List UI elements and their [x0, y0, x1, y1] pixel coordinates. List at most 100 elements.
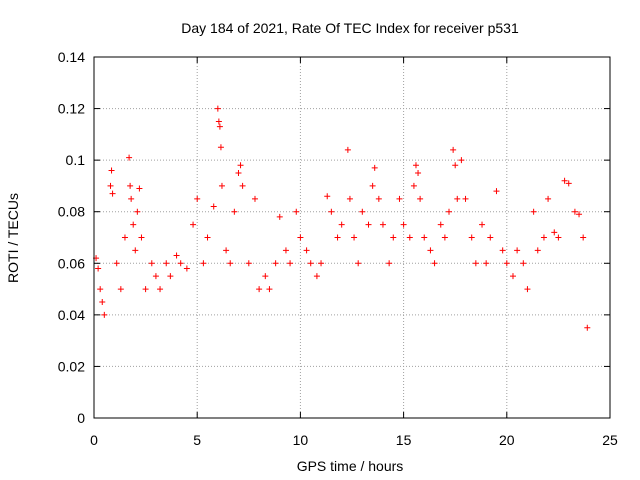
data-point: [454, 195, 461, 202]
data-point: [216, 123, 223, 130]
data-point: [493, 188, 500, 195]
data-point: [101, 311, 108, 318]
data-point: [262, 273, 269, 280]
data-point: [167, 273, 174, 280]
data-point: [97, 286, 104, 293]
data-point: [472, 260, 479, 267]
data-points: [93, 105, 591, 331]
data-point: [324, 193, 331, 200]
y-tick-label: 0.04: [58, 307, 85, 323]
data-point: [415, 170, 422, 177]
y-tick-label: 0.14: [58, 49, 85, 65]
data-point: [107, 182, 114, 189]
data-point: [365, 221, 372, 228]
data-point: [194, 195, 201, 202]
data-point: [152, 273, 159, 280]
data-point: [121, 234, 128, 241]
data-point: [328, 208, 335, 215]
data-point: [421, 234, 428, 241]
data-point: [509, 273, 516, 280]
y-tick-label: 0: [77, 410, 85, 426]
data-point: [108, 167, 115, 174]
data-point: [307, 260, 314, 267]
plot-frame: [93, 56, 611, 419]
data-point: [584, 324, 591, 331]
data-point: [235, 170, 242, 177]
data-point: [524, 286, 531, 293]
data-point: [126, 154, 133, 161]
data-point: [287, 260, 294, 267]
x-tick-label: 0: [90, 432, 98, 448]
y-tick-label: 0.08: [58, 204, 85, 220]
data-point: [406, 234, 413, 241]
data-point: [452, 162, 459, 169]
data-point: [239, 182, 246, 189]
data-point: [132, 247, 139, 254]
data-point: [503, 260, 510, 267]
data-point: [534, 247, 541, 254]
data-point: [427, 247, 434, 254]
data-point: [369, 182, 376, 189]
data-point: [215, 118, 222, 125]
data-point: [251, 195, 258, 202]
data-point: [157, 286, 164, 293]
data-point: [334, 234, 341, 241]
data-point: [237, 162, 244, 169]
data-point: [99, 298, 106, 305]
data-point: [499, 247, 506, 254]
data-point: [400, 221, 407, 228]
data-point: [446, 208, 453, 215]
data-point: [95, 265, 102, 272]
data-point: [130, 221, 137, 228]
data-point: [431, 260, 438, 267]
data-point: [390, 234, 397, 241]
data-point: [375, 195, 382, 202]
data-point: [218, 182, 225, 189]
data-point: [379, 221, 386, 228]
data-point: [555, 234, 562, 241]
data-point: [346, 195, 353, 202]
data-point: [282, 247, 289, 254]
data-point: [396, 195, 403, 202]
data-point: [530, 208, 537, 215]
data-point: [217, 144, 224, 151]
x-tick-label: 25: [602, 432, 618, 448]
data-point: [576, 211, 583, 218]
data-point: [462, 195, 469, 202]
data-point: [514, 247, 521, 254]
data-point: [410, 182, 417, 189]
data-point: [210, 203, 217, 210]
data-point: [177, 260, 184, 267]
data-point: [417, 195, 424, 202]
y-axis-label: ROTI / TECUs: [5, 193, 21, 283]
data-point: [371, 164, 378, 171]
data-point: [571, 208, 578, 215]
grid-lines: [94, 57, 610, 418]
data-point: [303, 247, 310, 254]
data-point: [338, 221, 345, 228]
data-point: [138, 234, 145, 241]
data-point: [487, 234, 494, 241]
data-point: [479, 221, 486, 228]
data-point: [127, 182, 134, 189]
data-point: [136, 185, 143, 192]
data-point: [183, 265, 190, 272]
data-point: [297, 234, 304, 241]
data-point: [109, 190, 116, 197]
x-tick-label: 5: [193, 432, 201, 448]
data-point: [117, 286, 124, 293]
data-point: [148, 260, 155, 267]
data-point: [561, 177, 568, 184]
data-point: [293, 208, 300, 215]
data-point: [437, 221, 444, 228]
data-point: [458, 157, 465, 164]
data-point: [223, 247, 230, 254]
x-axis-label: GPS time / hours: [297, 458, 404, 474]
data-point: [468, 234, 475, 241]
data-point: [276, 213, 283, 220]
data-point: [545, 195, 552, 202]
x-tick-label: 20: [499, 432, 515, 448]
data-point: [231, 208, 238, 215]
data-point: [134, 208, 141, 215]
x-tick-label: 15: [396, 432, 412, 448]
